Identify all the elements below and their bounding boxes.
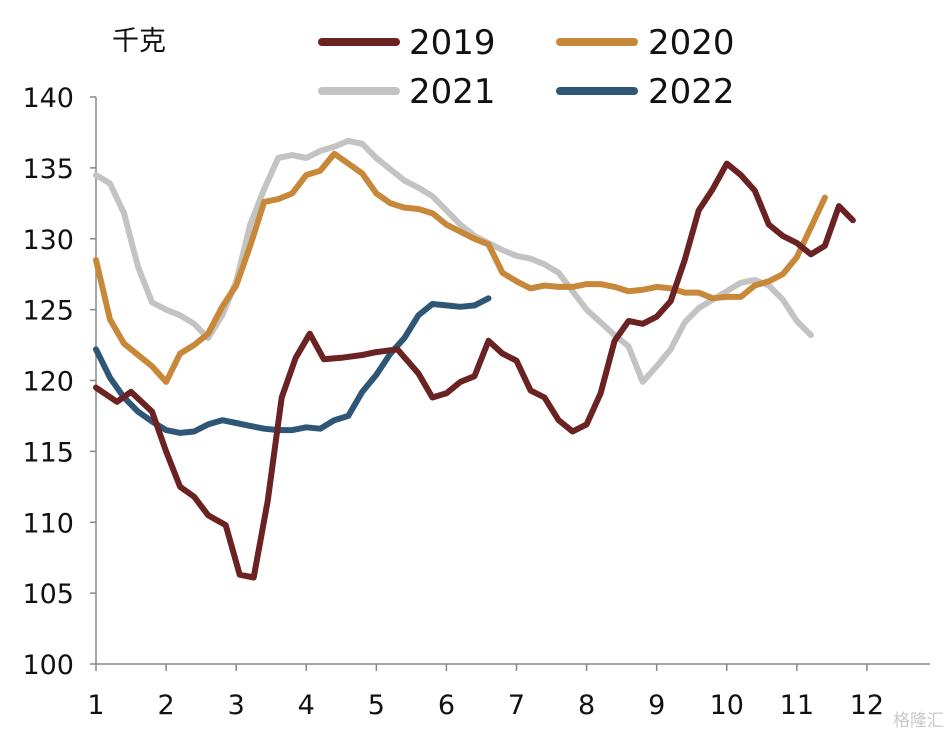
series-line-2022	[93, 295, 492, 436]
x-tick-label-9: 9	[648, 690, 665, 721]
y-axis-unit-label: 千克	[112, 26, 166, 57]
x-tick-label-8: 8	[578, 690, 595, 721]
y-tick-label-140: 140	[22, 83, 74, 114]
axes	[95, 97, 930, 665]
y-tick-label-105: 105	[22, 579, 74, 610]
legend-label-2020: 2020	[648, 23, 735, 63]
x-tick-label-12: 12	[850, 690, 884, 721]
y-tick-label-135: 135	[22, 154, 74, 185]
x-tick-label-1: 1	[87, 690, 104, 721]
watermark-text: 格隆汇	[893, 711, 944, 731]
x-tick-label-2: 2	[157, 690, 174, 721]
y-tick-label-115: 115	[22, 437, 74, 468]
x-tick-label-3: 3	[228, 690, 245, 721]
y-tick-label-130: 130	[22, 225, 74, 256]
x-tick-label-7: 7	[508, 690, 525, 721]
legend-label-2022: 2022	[648, 72, 735, 112]
y-tick-label-120: 120	[22, 367, 74, 398]
y-tick-label-125: 125	[22, 296, 74, 327]
series-layer	[93, 137, 856, 581]
x-tick-label-4: 4	[298, 690, 315, 721]
x-tick-label-5: 5	[368, 690, 385, 721]
x-tick-label-6: 6	[438, 690, 455, 721]
legend-item-2021: 2021	[318, 72, 496, 112]
y-tick-label-110: 110	[22, 508, 74, 539]
x-tick-label-10: 10	[710, 690, 744, 721]
x-tick-label-11: 11	[780, 690, 814, 721]
series-line-2019	[93, 160, 856, 581]
x-ticks: 1 2 3 4 5 6 7 8 9 10 11 12	[87, 664, 884, 721]
series-line-2021	[93, 137, 814, 385]
legend: 2019 2020 2021 2022	[318, 23, 735, 112]
series-line-2020	[93, 150, 828, 385]
legend-item-2019: 2019	[318, 23, 496, 63]
legend-item-2020: 2020	[556, 23, 735, 63]
legend-label-2021: 2021	[409, 72, 496, 112]
legend-label-2019: 2019	[409, 23, 496, 63]
y-tick-label-100: 100	[22, 650, 74, 681]
y-ticks: 100 105 110 115 120 125 130 135 140	[22, 83, 96, 681]
legend-item-2022: 2022	[556, 72, 735, 112]
